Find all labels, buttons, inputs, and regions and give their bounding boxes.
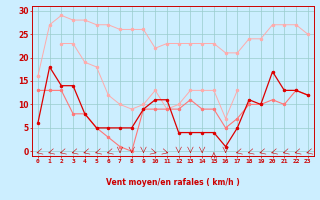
X-axis label: Vent moyen/en rafales ( km/h ): Vent moyen/en rafales ( km/h ) (106, 178, 240, 187)
